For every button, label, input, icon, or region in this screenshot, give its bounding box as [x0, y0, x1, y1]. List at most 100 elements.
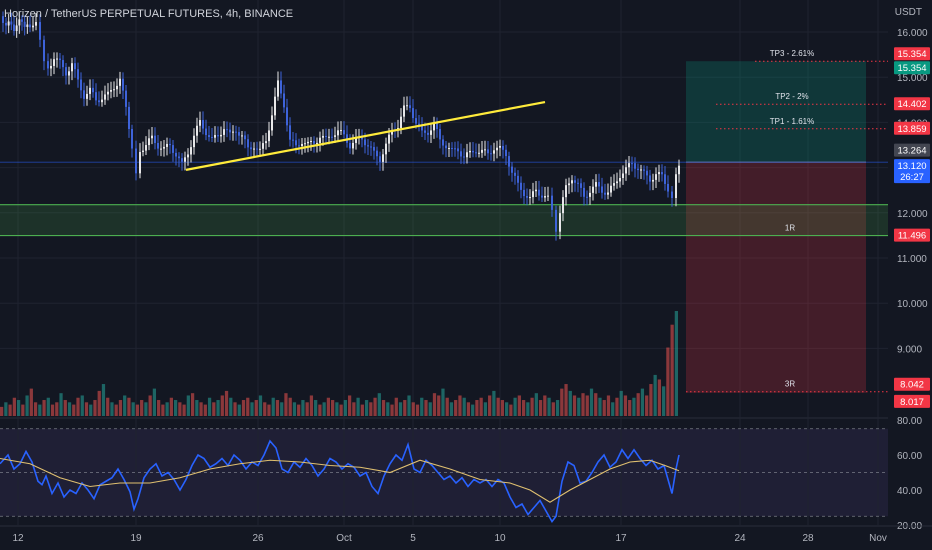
volume-bar — [505, 402, 509, 416]
volume-bar — [623, 395, 628, 416]
candle-body — [322, 135, 324, 138]
volume-bar — [233, 402, 237, 416]
candle-body — [361, 136, 363, 140]
volume-bar — [318, 404, 322, 416]
candle-body — [175, 152, 177, 157]
candle-body — [481, 149, 483, 153]
volume-bar — [118, 400, 123, 416]
candle-body — [469, 150, 471, 153]
candle-body — [128, 106, 130, 129]
volume-bar — [241, 400, 246, 416]
volume-bar — [662, 386, 666, 416]
volume-bar — [59, 393, 63, 416]
candle-body — [385, 143, 387, 155]
volume-bar — [449, 402, 454, 416]
candle-body — [214, 135, 216, 138]
volume-bar — [280, 402, 284, 416]
support-zone — [0, 204, 888, 236]
candle-body — [532, 191, 534, 198]
volume-bar — [140, 400, 144, 416]
volume-bar — [314, 400, 318, 416]
candle-body — [463, 156, 465, 158]
candle-body — [313, 141, 315, 144]
candle-body — [424, 130, 426, 133]
candle-body — [616, 181, 618, 184]
candle-body — [205, 128, 207, 136]
volume-bar — [220, 395, 224, 416]
volume-bar — [471, 404, 475, 416]
grid-lines — [0, 0, 888, 525]
candle-body — [502, 145, 504, 150]
candle-body — [277, 80, 279, 97]
price-label-box — [894, 97, 930, 111]
stop-loss-zone — [686, 162, 866, 393]
volume-bar — [16, 400, 21, 416]
candle-body — [241, 135, 243, 137]
volume-bar — [288, 397, 292, 416]
candle-body — [199, 120, 201, 126]
candle-body — [487, 149, 489, 154]
candle-body — [433, 123, 435, 131]
candle-body — [292, 139, 294, 141]
candle-body — [562, 197, 564, 214]
volume-bar — [347, 395, 352, 416]
candle-body — [196, 125, 198, 136]
volume-bar — [445, 397, 449, 416]
price-label: 13.120 — [897, 161, 926, 172]
volume-bar — [76, 397, 80, 416]
volume-bar — [543, 395, 547, 416]
volume-bar — [555, 400, 560, 416]
volume-bar — [254, 400, 258, 416]
volume-bar — [275, 400, 280, 416]
volume-bar — [369, 402, 373, 416]
volume-bar — [229, 397, 233, 416]
candle-body — [664, 174, 666, 184]
volume-bar — [496, 397, 500, 416]
candle-body — [577, 182, 579, 184]
volume-bar — [530, 397, 534, 416]
candle-body — [490, 153, 492, 155]
candle-body — [154, 135, 156, 143]
volume-bar — [322, 402, 326, 416]
candle-body — [442, 139, 444, 146]
volume-bar — [203, 404, 207, 416]
time-tick: 5 — [410, 533, 416, 544]
volume-bar — [407, 395, 411, 416]
candle-body — [601, 186, 603, 193]
volume-bar — [479, 397, 483, 416]
volume-bar — [42, 400, 46, 416]
volume-bar — [165, 402, 169, 416]
volume-bar — [246, 397, 250, 416]
volume-bar — [301, 400, 305, 416]
candle-body — [101, 99, 103, 103]
volume-bar — [568, 390, 572, 416]
candle-body — [376, 150, 378, 157]
volume-bar — [292, 402, 297, 416]
price-label: 11.496 — [898, 231, 926, 242]
volume-bar — [157, 400, 161, 416]
price-label-box — [894, 61, 930, 75]
candle-body — [484, 149, 486, 151]
volume-bar — [615, 397, 619, 416]
time-tick: Oct — [336, 533, 352, 544]
volume-bars — [0, 311, 678, 416]
volume-bar — [33, 402, 38, 416]
candle-body — [142, 150, 144, 153]
candle-body — [634, 163, 636, 169]
candle-body — [83, 90, 85, 99]
volume-bar — [101, 384, 106, 416]
candle-body — [331, 136, 333, 138]
candle-body — [253, 148, 255, 150]
candle-body — [110, 90, 112, 92]
candle-body — [607, 192, 609, 195]
volume-bar — [509, 404, 513, 416]
volume-bar — [21, 404, 25, 416]
candle-body — [280, 80, 282, 94]
candle-body — [406, 105, 408, 107]
candle-body — [343, 130, 345, 135]
candle-body — [589, 192, 591, 197]
candle-body — [595, 182, 597, 187]
volume-bar — [500, 400, 505, 416]
